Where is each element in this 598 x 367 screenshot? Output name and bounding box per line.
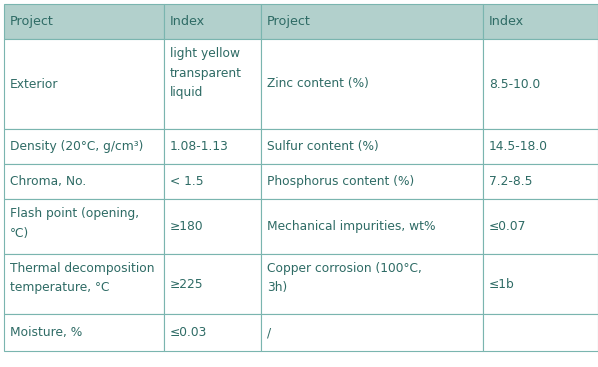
Bar	[4, 4, 164, 39]
Text: Thermal decomposition
temperature, °C: Thermal decomposition temperature, °C	[10, 262, 154, 294]
Text: ≤0.07: ≤0.07	[489, 220, 526, 233]
Text: light yellow
transparent
liquid: light yellow transparent liquid	[170, 47, 242, 99]
Text: Flash point (opening,
°C): Flash point (opening, °C)	[10, 207, 139, 240]
Text: Zinc content (%): Zinc content (%)	[267, 77, 369, 91]
Bar	[483, 39, 598, 129]
Bar	[483, 164, 598, 199]
Text: ≥180: ≥180	[170, 220, 204, 233]
Bar	[483, 314, 598, 351]
Text: ≤0.03: ≤0.03	[170, 326, 208, 339]
Bar	[261, 4, 483, 39]
Bar	[4, 164, 164, 199]
Text: Index: Index	[489, 15, 524, 28]
Bar	[164, 39, 261, 129]
Bar	[483, 129, 598, 164]
Text: Copper corrosion (100°C,
3h): Copper corrosion (100°C, 3h)	[267, 262, 422, 294]
Bar	[261, 199, 483, 254]
Text: Mechanical impurities, wt%: Mechanical impurities, wt%	[267, 220, 435, 233]
Text: Density (20°C, g/cm³): Density (20°C, g/cm³)	[10, 140, 144, 153]
Text: Project: Project	[267, 15, 311, 28]
Text: 14.5-18.0: 14.5-18.0	[489, 140, 548, 153]
Bar	[261, 314, 483, 351]
Text: Index: Index	[170, 15, 205, 28]
Bar	[164, 129, 261, 164]
Bar	[164, 199, 261, 254]
Text: Project: Project	[10, 15, 54, 28]
Bar	[4, 39, 164, 129]
Text: Moisture, %: Moisture, %	[10, 326, 83, 339]
Bar	[164, 254, 261, 314]
Bar	[4, 199, 164, 254]
Bar	[483, 199, 598, 254]
Text: Phosphorus content (%): Phosphorus content (%)	[267, 175, 414, 188]
Text: 7.2-8.5: 7.2-8.5	[489, 175, 532, 188]
Bar	[483, 254, 598, 314]
Bar	[164, 164, 261, 199]
Bar	[261, 129, 483, 164]
Bar	[164, 4, 261, 39]
Bar	[164, 314, 261, 351]
Bar	[4, 129, 164, 164]
Text: /: /	[267, 326, 271, 339]
Bar	[4, 314, 164, 351]
Bar	[4, 254, 164, 314]
Text: ≥225: ≥225	[170, 277, 204, 291]
Text: < 1.5: < 1.5	[170, 175, 204, 188]
Bar	[261, 254, 483, 314]
Bar	[261, 164, 483, 199]
Text: ≤1b: ≤1b	[489, 277, 515, 291]
Text: 1.08-1.13: 1.08-1.13	[170, 140, 229, 153]
Text: Exterior: Exterior	[10, 77, 59, 91]
Text: Chroma, No.: Chroma, No.	[10, 175, 86, 188]
Text: Sulfur content (%): Sulfur content (%)	[267, 140, 379, 153]
Text: 8.5-10.0: 8.5-10.0	[489, 77, 540, 91]
Bar	[261, 39, 483, 129]
Bar	[483, 4, 598, 39]
